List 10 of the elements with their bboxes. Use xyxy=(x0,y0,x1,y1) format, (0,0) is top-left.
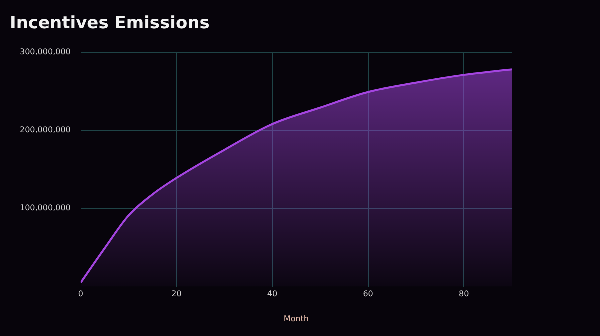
y-tick-label: 200,000,000 xyxy=(20,126,71,135)
x-axis-title: Month xyxy=(284,314,309,324)
x-tick-label: 20 xyxy=(172,290,182,299)
y-tick-label: 300,000,000 xyxy=(20,47,71,56)
x-tick-label: 0 xyxy=(78,290,84,299)
x-tick-label: 60 xyxy=(363,290,374,299)
x-tick-label: 80 xyxy=(459,290,470,299)
x-tick-label: 40 xyxy=(267,290,278,299)
chart-title: Incentives Emissions xyxy=(10,14,210,34)
y-tick-label: 100,000,000 xyxy=(20,204,71,213)
